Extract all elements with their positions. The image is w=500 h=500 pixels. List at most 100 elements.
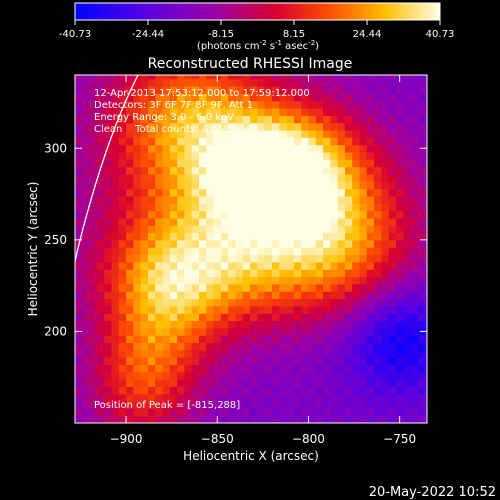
heatmap-cell [352,327,361,336]
heatmap-cell [330,225,339,234]
heatmap-cell [104,151,113,160]
heatmap-cell [228,283,237,292]
heatmap-cell [228,122,237,131]
heatmap-cell [403,144,412,153]
heatmap-cell [330,379,339,387]
heatmap-cell [169,203,178,212]
heatmap-cell [235,371,244,380]
heatmap-cell [308,291,317,300]
heatmap-cell [169,379,178,387]
heatmap-cell [403,401,412,409]
heatmap-cell [118,386,127,395]
heatmap-cell [271,239,280,248]
heatmap-cell [104,349,113,358]
heatmap-cell [308,166,317,175]
heatmap-cell [286,254,295,263]
heatmap-cell [344,283,353,292]
heatmap-cell [104,327,113,336]
heatmap-cell [410,166,419,175]
heatmap-cell [388,232,397,241]
heatmap-cell [177,232,186,241]
heatmap-cell [286,181,295,190]
heatmap-cell [235,283,244,292]
heatmap-cell [169,291,178,300]
heatmap-cell [395,313,404,322]
heatmap-cell [104,217,113,226]
heatmap-cell [301,393,310,402]
heatmap-cell [177,283,186,292]
heatmap-cell [140,386,149,395]
heatmap-cell [184,357,193,365]
heatmap-cell [228,159,237,168]
heatmap-cell [96,217,105,226]
heatmap-cell [308,78,317,87]
heatmap-cell [344,408,353,417]
heatmap-cell [286,342,295,351]
heatmap-cell [403,239,412,248]
heatmap-cell [162,129,171,138]
heatmap-cell [279,195,288,204]
heatmap-cell [242,254,251,263]
heatmap-cell [330,269,339,278]
heatmap-cell [89,225,98,234]
heatmap-cell [199,335,207,344]
heatmap-cell [286,393,295,402]
heatmap-cell [177,320,186,329]
heatmap-cell [293,166,302,175]
heatmap-cell [279,364,288,373]
heatmap-cell [315,261,324,270]
heatmap-cell [250,93,258,102]
heatmap-cell [111,379,120,387]
heatmap-cell [403,254,412,263]
heatmap-cell [220,269,229,278]
heatmap-cell [155,283,164,292]
heatmap-cell [410,276,419,285]
heatmap-cell [126,335,134,344]
heatmap-cell [184,276,193,285]
heatmap-cell [352,349,361,358]
heatmap-cell [271,122,280,131]
heatmap-cell [140,401,149,409]
heatmap-cell [395,349,404,358]
heatmap-cell [271,159,280,168]
heatmap-cell [315,100,324,109]
heatmap-cell [162,291,171,300]
heatmap-cell [330,115,339,124]
heatmap-cell [417,75,426,80]
heatmap-cell [155,166,164,175]
heatmap-cell [111,408,120,417]
heatmap-cell [104,115,113,124]
heatmap-cell [96,276,105,285]
heatmap-cell [89,305,98,314]
heatmap-cell [213,269,222,278]
heatmap-cell [75,173,83,182]
heatmap-cell [242,122,251,131]
heatmap-cell [235,401,244,409]
heatmap-cell [162,379,171,387]
heatmap-cell [169,357,178,365]
heatmap-cell [257,144,266,153]
heatmap-cell [191,269,200,278]
heatmap-cell [403,78,412,87]
heatmap-cell [330,371,339,380]
heatmap-cell [344,107,353,116]
heatmap-cell [89,349,98,358]
heatmap-cell [271,276,280,285]
heatmap-cell [388,122,397,131]
heatmap-cell [410,320,419,329]
heatmap-cell [147,335,156,344]
heatmap-cell [410,401,419,409]
heatmap-cell [286,129,295,138]
heatmap-cell [126,371,134,380]
heatmap-cell [75,254,83,263]
heatmap-cell [104,137,113,146]
heatmap-cell [337,210,346,219]
heatmap-cell [220,261,229,270]
heatmap-cell [308,195,317,204]
heatmap-cell [403,195,412,204]
heatmap-cell [279,85,288,94]
heatmap-cell [344,85,353,94]
heatmap-cell [271,166,280,175]
heatmap-cell [104,85,113,94]
heatmap-cell [147,415,156,423]
